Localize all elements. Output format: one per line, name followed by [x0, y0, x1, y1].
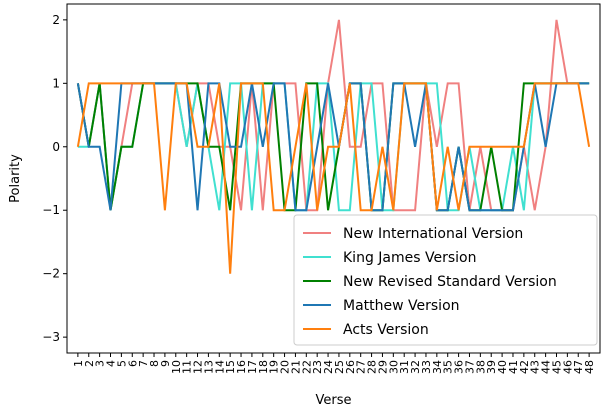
- x-axis-label: Verse: [316, 393, 352, 408]
- x-tick-label: 17: [246, 360, 259, 374]
- x-tick-label: 23: [311, 360, 324, 374]
- x-tick-label: 34: [431, 360, 444, 374]
- x-tick-label: 14: [213, 360, 226, 374]
- x-tick-label: 41: [507, 360, 520, 374]
- x-tick-label: 5: [115, 360, 128, 367]
- x-tick-label: 40: [496, 360, 509, 374]
- x-tick-label: 11: [181, 360, 194, 374]
- y-tick-label: 1: [52, 76, 60, 90]
- x-tick-label: 19: [268, 360, 281, 374]
- legend-label: New International Version: [343, 226, 523, 242]
- x-tick-label: 28: [366, 360, 379, 374]
- x-tick-label: 10: [170, 360, 183, 374]
- x-tick-label: 3: [94, 360, 107, 367]
- x-tick-label: 46: [561, 360, 574, 374]
- y-tick-label: −1: [42, 203, 60, 217]
- legend-label: Acts Version: [343, 322, 429, 338]
- legend-label: Matthew Version: [343, 298, 460, 314]
- x-tick-label: 45: [550, 360, 563, 374]
- x-tick-label: 12: [192, 360, 205, 374]
- x-tick-label: 36: [453, 360, 466, 374]
- x-tick-label: 1: [72, 360, 85, 367]
- y-axis-ticks: −3 −2 −1 0 1 2: [42, 13, 67, 344]
- x-tick-label: 22: [300, 360, 313, 374]
- x-tick-label: 39: [485, 360, 498, 374]
- x-tick-label: 8: [148, 360, 161, 367]
- x-tick-label: 38: [474, 360, 487, 374]
- y-tick-label: −3: [42, 330, 60, 344]
- series-layer: [76, 19, 591, 274]
- y-axis-label: Polarity: [8, 154, 23, 203]
- x-tick-label: 4: [105, 360, 118, 367]
- x-tick-label: 37: [463, 360, 476, 374]
- y-tick-label: 0: [52, 140, 60, 154]
- x-tick-label: 42: [518, 360, 531, 374]
- x-tick-label: 15: [224, 360, 237, 374]
- x-tick-label: 9: [159, 360, 172, 367]
- x-tick-label: 32: [409, 360, 422, 374]
- x-axis-ticks: 1234567891011121314151617181920212223242…: [72, 353, 596, 374]
- x-tick-label: 13: [202, 360, 215, 374]
- x-tick-label: 31: [398, 360, 411, 374]
- x-tick-label: 25: [333, 360, 346, 374]
- x-tick-label: 43: [529, 360, 542, 374]
- x-tick-label: 33: [420, 360, 433, 374]
- x-tick-label: 16: [235, 360, 248, 374]
- axes-frame: [66, 3, 601, 354]
- x-tick-label: 48: [583, 360, 596, 374]
- x-tick-label: 7: [137, 360, 150, 367]
- legend: New International Version King James Vers…: [293, 214, 598, 346]
- y-tick-label: −2: [42, 267, 60, 281]
- x-tick-label: 21: [289, 360, 302, 374]
- x-tick-label: 44: [540, 360, 553, 374]
- series-line-5: [76, 82, 591, 274]
- legend-label: King James Version: [343, 250, 476, 266]
- x-tick-label: 20: [279, 360, 292, 374]
- x-tick-label: 27: [355, 360, 368, 374]
- y-tick-label: 2: [52, 13, 60, 27]
- x-tick-label: 29: [376, 360, 389, 374]
- x-tick-label: 2: [83, 360, 96, 367]
- legend-box: [293, 214, 598, 346]
- x-tick-label: 35: [442, 360, 455, 374]
- x-tick-label: 18: [257, 360, 270, 374]
- x-tick-label: 6: [126, 360, 139, 367]
- x-tick-label: 26: [344, 360, 357, 374]
- x-tick-label: 30: [387, 360, 400, 374]
- x-tick-label: 47: [572, 360, 585, 374]
- series-line-4: [76, 82, 590, 212]
- legend-label: New Revised Standard Version: [343, 274, 557, 290]
- x-tick-label: 24: [322, 360, 335, 374]
